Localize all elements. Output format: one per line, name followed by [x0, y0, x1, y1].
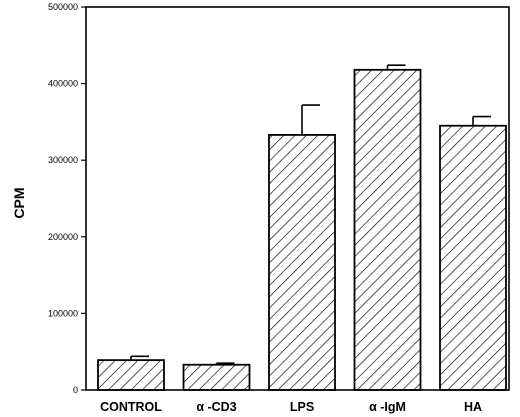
bar [182, 363, 251, 391]
bar [268, 134, 336, 391]
y-tick-label: 400000 [48, 79, 78, 89]
bar [353, 68, 422, 391]
bar [439, 124, 507, 391]
y-tick-label: 300000 [48, 155, 78, 165]
x-category-label: α -CD3 [196, 400, 236, 414]
plot-frame [85, 6, 510, 391]
y-tick-label: 200000 [48, 232, 78, 242]
bar [97, 359, 165, 391]
error-bar [301, 104, 320, 135]
y-axis-label: CPM [11, 187, 27, 218]
error-bar [386, 64, 406, 70]
error-bar [472, 115, 491, 126]
error-bar [130, 355, 149, 361]
y-axis-ticks: 0 100000 200000 300000 400000 500000 [48, 2, 86, 395]
x-axis-labels: CONTROL α -CD3 LPS α -IgM HA [100, 400, 482, 414]
y-tick-label: 100000 [48, 308, 78, 318]
x-category-label: CONTROL [100, 400, 162, 414]
error-bars [130, 64, 491, 365]
y-tick-label: 0 [73, 385, 78, 395]
error-bar [215, 362, 235, 365]
y-tick-label: 500000 [48, 2, 78, 12]
x-category-label: α -IgM [369, 400, 406, 414]
x-category-label: LPS [290, 400, 314, 414]
x-category-label: HA [464, 400, 482, 414]
